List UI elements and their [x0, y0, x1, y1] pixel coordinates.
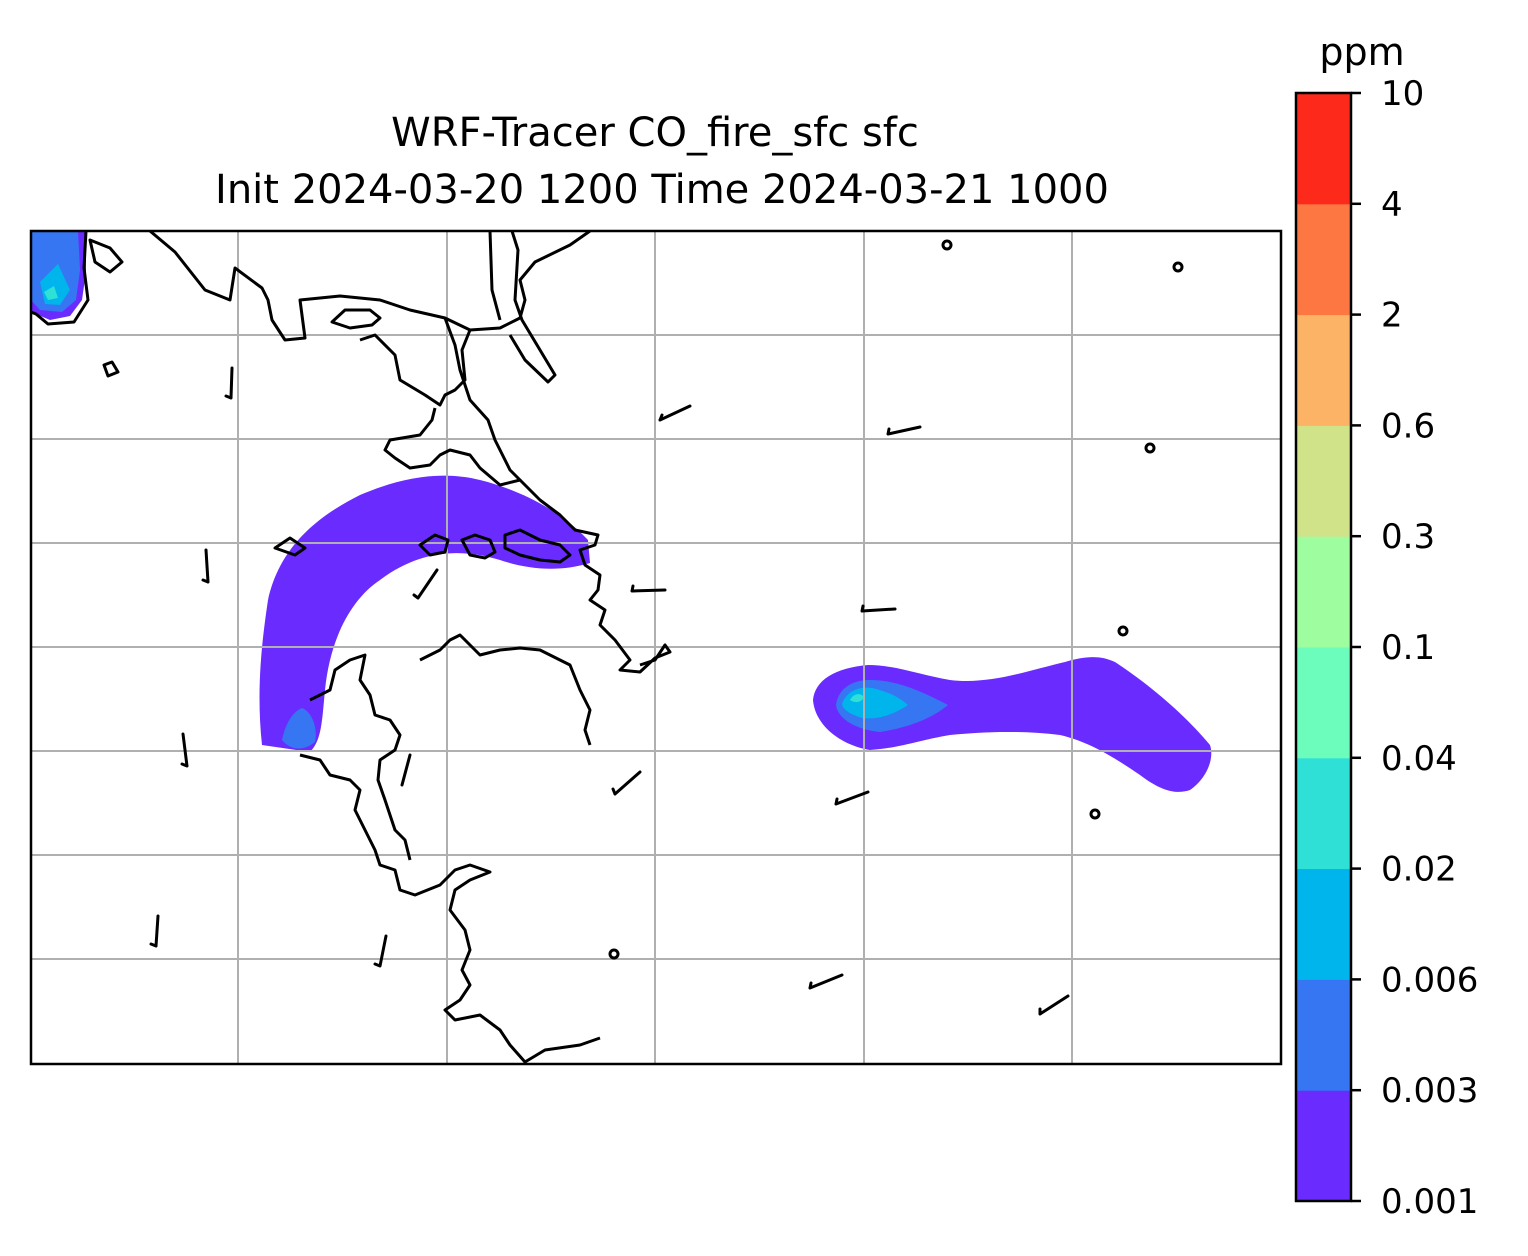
colorbar-tick-label: 0.02 — [1381, 850, 1457, 890]
coastline-small-island-1 — [273, 536, 307, 557]
colorbar-tick-label: 2 — [1381, 296, 1403, 336]
plume-east-level4 — [850, 694, 864, 703]
plume-arc-level2 — [282, 708, 316, 749]
wind-barb — [1038, 994, 1070, 1016]
colorbar-swatch — [1296, 425, 1351, 537]
coastline-inlet-island — [330, 308, 382, 330]
colorbar-swatch — [1296, 979, 1351, 1091]
colorbar-tick-label: 0.3 — [1381, 517, 1435, 557]
coastline-south-inner — [309, 633, 592, 861]
gridlines — [31, 231, 1281, 1064]
colorbar-swatch — [1296, 868, 1351, 980]
calm-circle — [941, 239, 953, 251]
colorbar-unit-label: ppm — [1319, 30, 1404, 74]
wind-barb — [834, 790, 870, 806]
wind-barbs — [149, 366, 1070, 1016]
wind-barb — [886, 425, 922, 436]
calm-circle — [1172, 261, 1184, 273]
coastlines — [31, 231, 672, 1064]
colorbar-tick-label: 0.6 — [1381, 406, 1435, 446]
colorbar-tick-label: 4 — [1381, 185, 1403, 225]
colorbar-tick-label: 0.006 — [1381, 960, 1478, 1000]
colorbar-tick-label: 0.003 — [1381, 1071, 1478, 1111]
coastline-north-2 — [488, 231, 502, 321]
map-frame — [29, 229, 1283, 1066]
coastline-nw-islet — [88, 238, 124, 274]
colorbar-swatch — [1296, 203, 1351, 316]
coastline-south-peninsula — [299, 753, 601, 1064]
colorbar: ppm 0.001 0.003 0.006 0.02 0.04 0.1 0.3 0.6 2 4 10 — [1294, 30, 1478, 1222]
colorbar-tick-label: 0.001 — [1381, 1182, 1478, 1222]
colorbar-tick-label: 0.04 — [1381, 739, 1457, 779]
colorbar-swatch — [1296, 314, 1351, 426]
coastline-inner-bay — [418, 528, 572, 564]
coastline-north-1 — [149, 231, 591, 342]
colorbar-tick-label: 10 — [1381, 74, 1424, 114]
calm-circle — [1117, 625, 1129, 637]
title-line-1: WRF-Tracer CO_fire_sfc sfc — [391, 110, 919, 156]
coastline-north-3 — [508, 231, 557, 384]
map-panel — [29, 229, 1283, 1066]
wind-barb — [611, 770, 642, 796]
coastline-mid-shore — [518, 478, 672, 674]
coastline-bay-mid — [359, 317, 522, 487]
coastline-nw — [31, 231, 90, 326]
wind-barb — [860, 604, 897, 613]
wind-barb — [400, 753, 412, 787]
calm-circle — [1144, 442, 1156, 454]
colorbar-swatch — [1296, 1090, 1351, 1202]
wind-barb — [373, 934, 388, 968]
colorbar-swatch — [1296, 536, 1351, 648]
colorbar-swatches — [1296, 93, 1351, 1202]
calm-circle — [608, 948, 620, 960]
calm-circle — [1089, 808, 1101, 820]
wind-barb — [224, 366, 234, 400]
plume-arc-level1 — [259, 475, 590, 752]
colorbar-tick-label: 0.1 — [1381, 628, 1435, 668]
calm-circles — [608, 239, 1184, 960]
wind-barb — [412, 568, 439, 600]
plume-nw-level4 — [44, 286, 58, 300]
wind-barb — [180, 732, 189, 768]
wind-barb — [658, 404, 692, 422]
wind-barb — [808, 973, 844, 990]
colorbar-ticks: 0.001 0.003 0.006 0.02 0.04 0.1 0.3 0.6 2 4 10 — [1351, 74, 1478, 1222]
wind-barb — [201, 548, 210, 584]
colorbar-swatch — [1296, 757, 1351, 870]
coastline-small-island-2 — [102, 360, 120, 378]
wind-barb — [149, 914, 160, 948]
colorbar-swatch — [1296, 647, 1351, 759]
title-line-2: Init 2024-03-20 1200 Time 2024-03-21 100… — [215, 167, 1109, 213]
colorbar-swatch — [1296, 93, 1351, 205]
wind-barb — [630, 584, 667, 593]
